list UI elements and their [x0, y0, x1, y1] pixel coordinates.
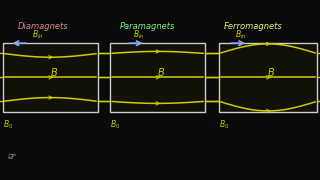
Text: $B_0$: $B_0$: [110, 119, 121, 131]
Text: Paramagnets: Paramagnets: [120, 22, 175, 31]
Text: $B_0$: $B_0$: [219, 119, 229, 131]
Text: $B_0$: $B_0$: [3, 119, 13, 131]
Bar: [110, 43, 205, 112]
Text: $B_{in}$: $B_{in}$: [235, 29, 247, 41]
Text: $B$: $B$: [157, 66, 165, 78]
Text: $B$: $B$: [267, 66, 275, 78]
Text: $B_{in}$: $B_{in}$: [133, 29, 145, 41]
Text: Diamagnets: Diamagnets: [18, 22, 68, 31]
Text: Ferromagnets: Ferromagnets: [224, 22, 283, 31]
Text: $B$: $B$: [50, 66, 58, 78]
Bar: [219, 43, 317, 112]
Text: ☞: ☞: [6, 151, 16, 162]
Bar: [3, 43, 98, 112]
Text: $B_{in}$: $B_{in}$: [32, 29, 44, 41]
